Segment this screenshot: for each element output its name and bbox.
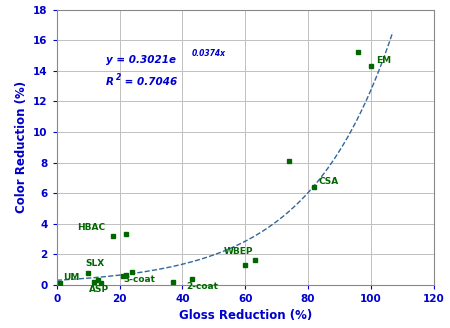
Y-axis label: Color Reduction (%): Color Reduction (%) — [14, 81, 27, 213]
Text: HBAC: HBAC — [77, 223, 105, 232]
Text: 2-coat: 2-coat — [186, 282, 218, 291]
Text: 3-coat: 3-coat — [124, 276, 156, 284]
Text: SLX: SLX — [86, 259, 105, 268]
Text: = 0.7046: = 0.7046 — [121, 77, 177, 87]
Text: WBEP: WBEP — [224, 247, 253, 256]
Text: R: R — [106, 77, 114, 87]
Text: 2: 2 — [116, 73, 122, 82]
Text: ASP: ASP — [89, 285, 109, 294]
Text: CSA: CSA — [319, 176, 339, 186]
Text: UM: UM — [63, 273, 79, 282]
X-axis label: Gloss Reduction (%): Gloss Reduction (%) — [179, 309, 312, 322]
Text: 0.0374x: 0.0374x — [192, 49, 225, 58]
Text: EM: EM — [376, 56, 392, 65]
Text: y = 0.3021e: y = 0.3021e — [106, 55, 176, 65]
